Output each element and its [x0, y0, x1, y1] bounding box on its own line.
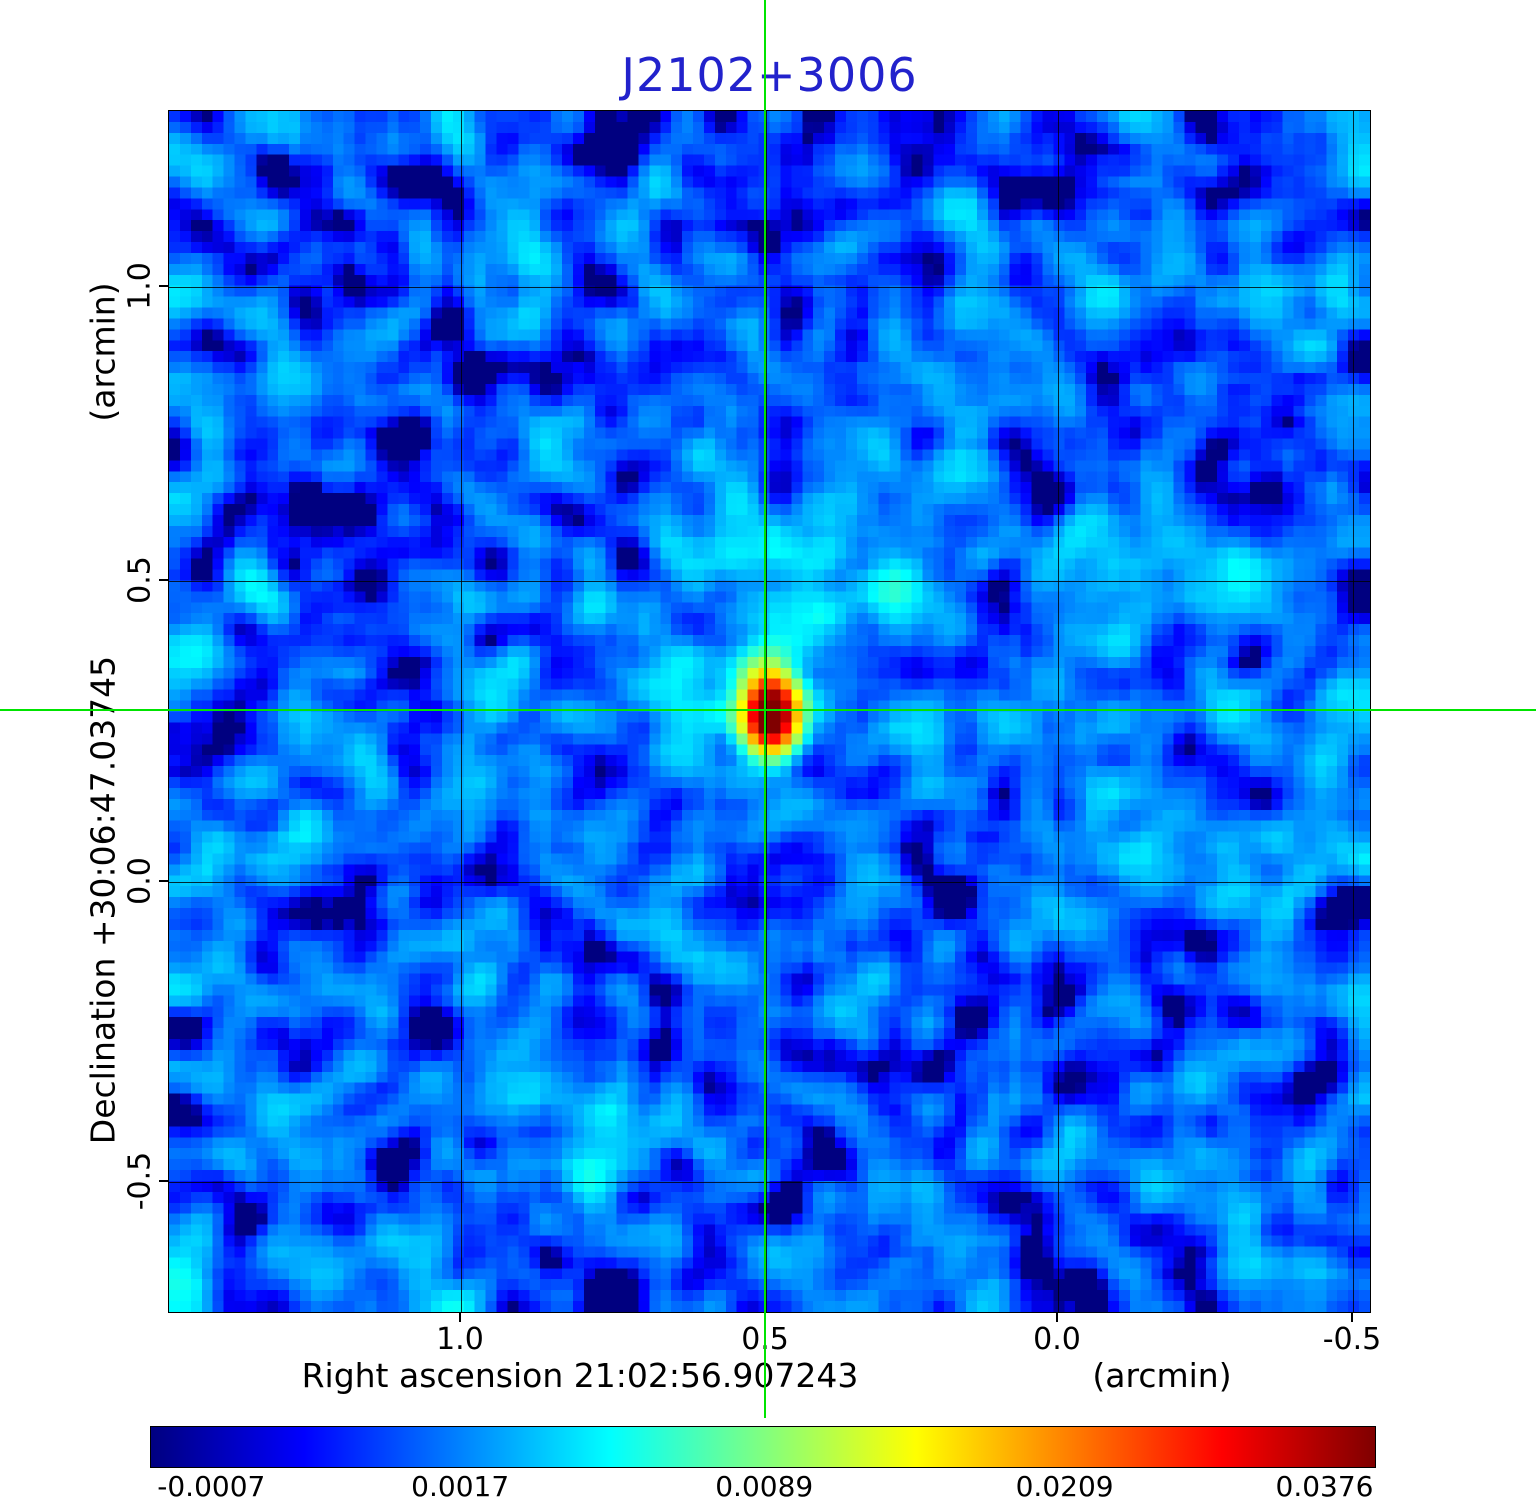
colorbar-tick-label: 0.0376	[1275, 1470, 1374, 1500]
x-tick-mark	[458, 1313, 461, 1322]
y-axis-label: Declination +30:06:47.03745	[83, 655, 123, 1145]
colorbar-tick-label: 0.0017	[411, 1470, 510, 1500]
y-tick-mark	[159, 1179, 168, 1182]
x-tick-label: 0.0	[1033, 1322, 1081, 1357]
y-tick-label: -0.5	[122, 1151, 158, 1210]
colorbar-tick-label: -0.0007	[157, 1470, 266, 1500]
x-tick-label: 1.0	[436, 1322, 484, 1357]
x-tick-mark	[1056, 1313, 1059, 1322]
y-tick-label: 0.5	[122, 556, 158, 605]
source-title: J2102+3006	[621, 48, 918, 102]
y-tick-mark	[159, 880, 168, 883]
x-axis-unit-label: (arcmin)	[1092, 1356, 1232, 1395]
y-tick-mark	[159, 284, 168, 287]
y-axis-unit-label: (arcmin)	[83, 282, 123, 422]
colorbar-tick-label: 0.0209	[1015, 1470, 1114, 1500]
sky-map-plot	[168, 110, 1371, 1313]
y-tick-label: 1.0	[122, 261, 158, 310]
y-tick-label: 0.0	[122, 857, 158, 905]
x-axis-label: Right ascension 21:02:56.907243	[301, 1356, 859, 1395]
x-tick-label: -0.5	[1322, 1322, 1382, 1357]
intensity-map-canvas	[169, 111, 1370, 1312]
y-tick-mark	[159, 579, 168, 582]
colorbar-tick-label: 0.0089	[715, 1470, 814, 1500]
x-tick-mark	[1350, 1313, 1353, 1322]
crosshair-horizontal-line	[0, 709, 1536, 711]
colorbar	[150, 1426, 1376, 1468]
